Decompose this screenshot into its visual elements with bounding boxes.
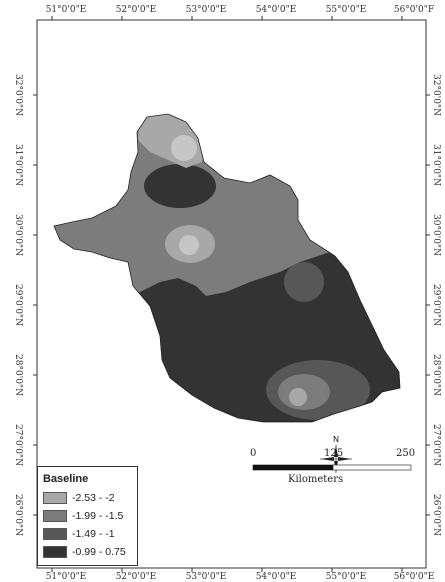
right-latitude-label: 27°0'0"N	[431, 424, 441, 466]
right-latitude-label: 28°0'0"N	[431, 354, 441, 396]
scale-label-end: 250	[396, 448, 416, 459]
top-longitude-label: 54°0'0"E	[256, 5, 297, 15]
left-latitude-label: 30°0'0"N	[13, 214, 23, 256]
scale-bar-graphic	[252, 464, 412, 471]
legend: Baseline -2.53 - -2 -1.99 - -1.5 -1.49 -…	[37, 466, 138, 566]
scale-label-mid: 125	[324, 448, 344, 459]
legend-swatch	[43, 546, 67, 558]
left-latitude-label: 28°0'0"N	[13, 354, 23, 396]
top-longitude-label: 52°0'0"E	[116, 5, 157, 15]
top-longitude-label: 51°0'0"E	[46, 5, 87, 15]
bottom-longitude-label: 52°0'0"E	[116, 572, 157, 582]
scale-bar: 0 125 250 Kilometers	[248, 448, 416, 488]
right-latitude-label: 26°0'0"N	[431, 494, 441, 536]
top-longitude-label: 56°0'0"F	[394, 5, 434, 15]
legend-label: -1.99 - -1.5	[72, 510, 124, 522]
legend-swatch	[43, 528, 67, 540]
right-latitude-label: 31°0'0"N	[431, 144, 441, 186]
legend-swatch	[43, 510, 67, 522]
left-latitude-label: 29°0'0"N	[13, 284, 23, 326]
bottom-longitude-label: 56°0'0"E	[394, 572, 435, 582]
province-outline	[53, 113, 401, 423]
right-latitude-label: 29°0'0"N	[431, 284, 441, 326]
scale-label-start: 0	[250, 448, 257, 459]
legend-label: -1.49 - -1	[72, 528, 115, 540]
legend-title: Baseline	[43, 473, 89, 485]
right-latitude-label: 30°0'0"N	[431, 214, 441, 256]
legend-item: -1.49 - -1	[43, 525, 132, 543]
left-latitude-label: 26°0'0"N	[13, 494, 23, 536]
right-latitude-label: 32°0'0"N	[431, 74, 441, 116]
top-longitude-labels: 51°0'0"E 52°0'0"E 53°0'0"E 54°0'0"E 55°0…	[46, 5, 434, 15]
top-longitude-label: 55°0'0"E	[326, 5, 367, 15]
left-latitude-label: 27°0'0"N	[13, 424, 23, 466]
scale-unit: Kilometers	[288, 474, 344, 485]
legend-item: -2.53 - -2	[43, 489, 132, 507]
tick-marks	[33, 16, 430, 572]
left-latitude-label: 31°0'0"N	[13, 144, 23, 186]
scale-bar-segment-light	[332, 464, 412, 471]
zone-dark-north	[144, 164, 216, 208]
north-arrow-label: N	[333, 435, 339, 444]
zone-core-central	[179, 235, 199, 255]
left-latitude-label: 32°0'0"N	[13, 74, 23, 116]
zone-core-south	[289, 388, 307, 406]
legend-label: -2.53 - -2	[72, 492, 115, 504]
right-latitude-labels: 32°0'0"N 31°0'0"N 30°0'0"N 29°0'0"N 28°0…	[431, 74, 441, 536]
top-longitude-label: 53°0'0"E	[186, 5, 227, 15]
left-latitude-labels: 32°0'0"N 31°0'0"N 30°0'0"N 29°0'0"N 28°0…	[13, 74, 23, 536]
bottom-longitude-label: 51°0'0"E	[46, 572, 87, 582]
bottom-longitude-label: 54°0'0"E	[256, 572, 297, 582]
bottom-longitude-labels: 51°0'0"E 52°0'0"E 53°0'0"E 54°0'0"E 55°0…	[46, 572, 435, 582]
zone-medium-east	[284, 262, 324, 302]
bottom-longitude-label: 55°0'0"E	[326, 572, 367, 582]
legend-label: -0.99 - 0.75	[72, 546, 126, 558]
legend-item: -1.99 - -1.5	[43, 507, 132, 525]
legend-swatch	[43, 492, 67, 504]
legend-item: -0.99 - 0.75	[43, 543, 132, 561]
zone-core-north	[171, 135, 197, 161]
bottom-longitude-label: 53°0'0"E	[186, 572, 227, 582]
